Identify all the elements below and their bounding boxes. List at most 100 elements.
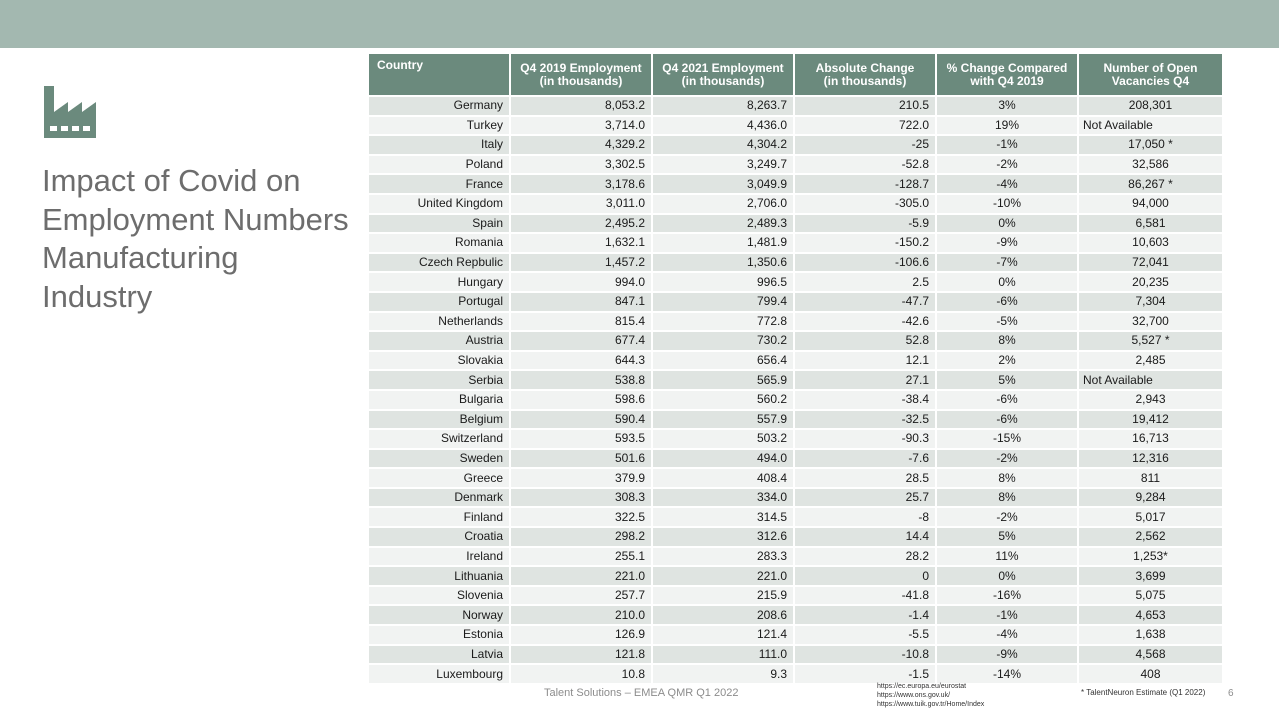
- cell-q4-2019: 257.7: [511, 586, 653, 607]
- table-row: Greece 379.9 408.4 28.5 8% 811: [369, 469, 1222, 489]
- cell-country: Portugal: [369, 292, 511, 313]
- cell-q4-2021: 494.0: [653, 449, 795, 470]
- cell-q4-2019: 598.6: [511, 390, 653, 411]
- cell-country: Norway: [369, 606, 511, 627]
- cell-percent-change: 5%: [937, 528, 1079, 548]
- cell-q4-2021: 557.9: [653, 410, 795, 431]
- cell-open-vacancies: Not Available: [1079, 371, 1222, 391]
- table-row: Spain 2,495.2 2,489.3 -5.9 0% 6,581: [369, 214, 1222, 235]
- cell-percent-change: 19%: [937, 116, 1079, 137]
- table-row: Turkey 3,714.0 4,436.0 722.0 19% Not Availabl…: [369, 116, 1222, 137]
- footnote: * TalentNeuron Estimate (Q1 2022): [1081, 688, 1206, 697]
- cell-percent-change: 2%: [937, 351, 1079, 372]
- table-row: United Kingdom 3,011.0 2,706.0 -305.0 -10% 94…: [369, 194, 1222, 215]
- cell-open-vacancies: 6,581: [1079, 214, 1222, 235]
- cell-open-vacancies: 1,253*: [1079, 547, 1222, 568]
- header-line: (in thousands): [823, 73, 907, 88]
- cell-q4-2021: 1,481.9: [653, 234, 795, 254]
- cell-percent-change: 0%: [937, 214, 1079, 235]
- cell-open-vacancies: 811: [1079, 469, 1222, 489]
- table-row: Luxembourg 10.8 9.3 -1.5 -14% 408: [369, 665, 1222, 685]
- cell-country: Romania: [369, 234, 511, 254]
- cell-percent-change: -16%: [937, 586, 1079, 607]
- cell-q4-2021: 730.2: [653, 332, 795, 352]
- cell-country: Spain: [369, 214, 511, 235]
- cell-percent-change: 8%: [937, 488, 1079, 509]
- cell-open-vacancies: 12,316: [1079, 449, 1222, 470]
- cell-q4-2019: 1,457.2: [511, 253, 653, 274]
- cell-q4-2019: 3,714.0: [511, 116, 653, 137]
- header-open-vacancies: Number of Open Vacancies Q4: [1079, 54, 1222, 97]
- cell-absolute-change: 0: [795, 567, 937, 587]
- cell-open-vacancies: 9,284: [1079, 488, 1222, 509]
- cell-q4-2019: 677.4: [511, 332, 653, 352]
- cell-percent-change: -15%: [937, 430, 1079, 450]
- source-link[interactable]: https://www.tuik.gov.tr/Home/Index: [877, 701, 985, 708]
- header-line: (in thousands): [539, 73, 623, 88]
- header-line: (in thousands): [681, 73, 765, 88]
- cell-q4-2019: 255.1: [511, 547, 653, 568]
- cell-percent-change: -5%: [937, 312, 1079, 333]
- cell-absolute-change: -150.2: [795, 234, 937, 254]
- cell-q4-2019: 379.9: [511, 469, 653, 489]
- cell-country: Germany: [369, 97, 511, 117]
- title-line: Impact of Covid on: [42, 163, 301, 198]
- source-link[interactable]: https://ec.europa.eu/eurostat: [877, 683, 967, 690]
- cell-q4-2021: 1,350.6: [653, 253, 795, 274]
- cell-q4-2019: 4,329.2: [511, 136, 653, 156]
- cell-country: Serbia: [369, 371, 511, 391]
- header-country: Country: [369, 54, 511, 97]
- cell-percent-change: 3%: [937, 97, 1079, 117]
- cell-absolute-change: 25.7: [795, 488, 937, 509]
- cell-absolute-change: -5.5: [795, 626, 937, 646]
- cell-q4-2019: 1,632.1: [511, 234, 653, 254]
- cell-q4-2019: 3,011.0: [511, 194, 653, 215]
- cell-q4-2021: 3,049.9: [653, 175, 795, 195]
- table-row: Romania 1,632.1 1,481.9 -150.2 -9% 10,603: [369, 234, 1222, 254]
- cell-absolute-change: -8: [795, 508, 937, 529]
- source-link[interactable]: https://www.ons.gov.uk/: [877, 692, 951, 699]
- table-row: Norway 210.0 208.6 -1.4 -1% 4,653: [369, 606, 1222, 627]
- cell-country: Belgium: [369, 410, 511, 431]
- cell-q4-2021: 208.6: [653, 606, 795, 627]
- cell-q4-2019: 815.4: [511, 312, 653, 333]
- cell-country: Lithuania: [369, 567, 511, 587]
- cell-open-vacancies: 5,017: [1079, 508, 1222, 529]
- cell-q4-2021: 560.2: [653, 390, 795, 411]
- cell-open-vacancies: 2,485: [1079, 351, 1222, 372]
- table-row: Portugal 847.1 799.4 -47.7 -6% 7,304: [369, 292, 1222, 313]
- cell-absolute-change: -1.4: [795, 606, 937, 627]
- table-row: Bulgaria 598.6 560.2 -38.4 -6% 2,943: [369, 390, 1222, 411]
- page-title: Impact of Covid on Employment Numbers Ma…: [42, 162, 372, 316]
- header-q4-2019: Q4 2019 Employment (in thousands): [511, 54, 653, 97]
- header-line: Vacancies Q4: [1111, 73, 1190, 88]
- table-row: Slovakia 644.3 656.4 12.1 2% 2,485: [369, 351, 1222, 372]
- cell-q4-2019: 593.5: [511, 430, 653, 450]
- cell-q4-2021: 656.4: [653, 351, 795, 372]
- cell-open-vacancies: 7,304: [1079, 292, 1222, 313]
- cell-percent-change: -1%: [937, 136, 1079, 156]
- cell-q4-2019: 221.0: [511, 567, 653, 587]
- cell-absolute-change: -38.4: [795, 390, 937, 411]
- cell-open-vacancies: 17,050 *: [1079, 136, 1222, 156]
- cell-open-vacancies: 86,267 *: [1079, 175, 1222, 195]
- table-row: Denmark 308.3 334.0 25.7 8% 9,284: [369, 488, 1222, 509]
- cell-country: Finland: [369, 508, 511, 529]
- cell-q4-2021: 283.3: [653, 547, 795, 568]
- cell-country: Luxembourg: [369, 665, 511, 685]
- cell-absolute-change: -47.7: [795, 292, 937, 313]
- cell-q4-2021: 2,706.0: [653, 194, 795, 215]
- cell-q4-2021: 503.2: [653, 430, 795, 450]
- header-q4-2021: Q4 2021 Employment (in thousands): [653, 54, 795, 97]
- table-body: Germany 8,053.2 8,263.7 210.5 3% 208,301 Turke…: [369, 97, 1222, 685]
- table-row: Estonia 126.9 121.4 -5.5 -4% 1,638: [369, 626, 1222, 646]
- cell-q4-2021: 215.9: [653, 586, 795, 607]
- title-line: Industry: [42, 278, 153, 314]
- cell-percent-change: -6%: [937, 292, 1079, 313]
- cell-percent-change: -2%: [937, 449, 1079, 470]
- factory-icon: [44, 86, 96, 138]
- table-row: Poland 3,302.5 3,249.7 -52.8 -2% 32,586: [369, 155, 1222, 176]
- cell-q4-2019: 2,495.2: [511, 214, 653, 235]
- table-row: Switzerland 593.5 503.2 -90.3 -15% 16,713: [369, 430, 1222, 450]
- cell-percent-change: 8%: [937, 332, 1079, 352]
